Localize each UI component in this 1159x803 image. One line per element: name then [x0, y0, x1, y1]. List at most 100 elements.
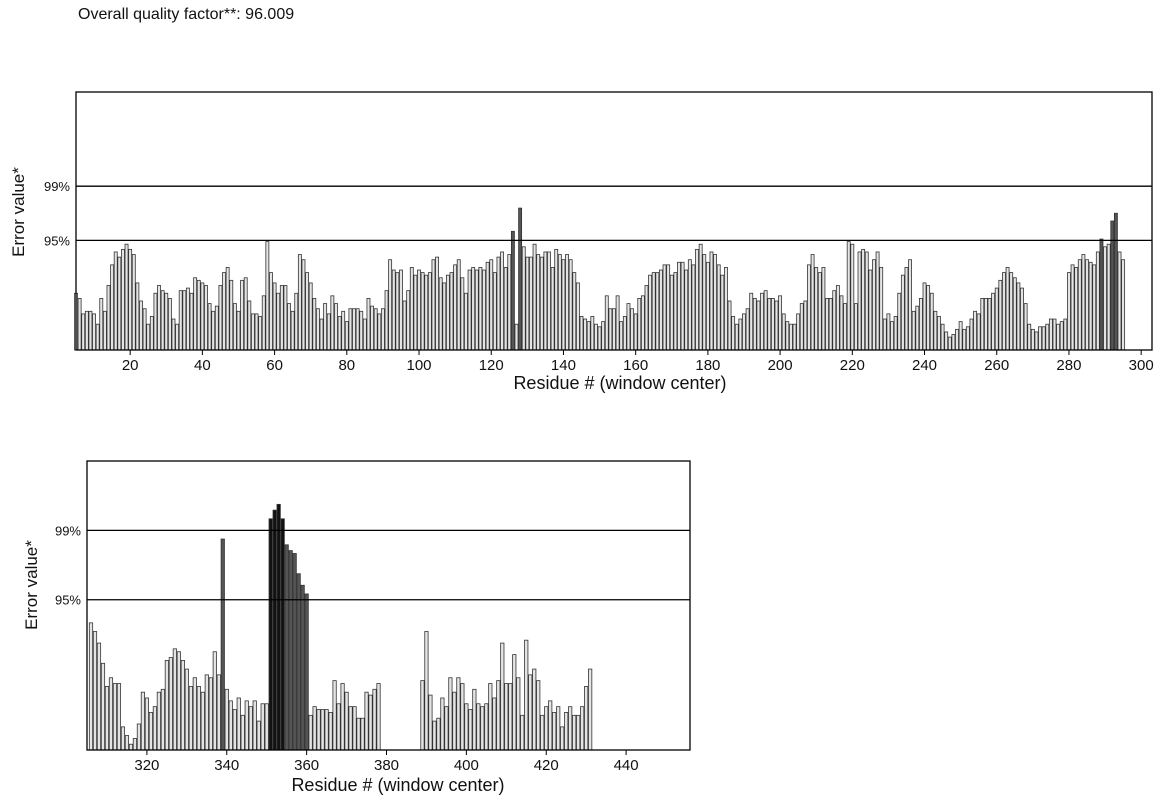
bar: [348, 706, 353, 751]
bar: [615, 295, 620, 351]
x-tick-label: 260: [984, 357, 1009, 374]
bar: [316, 709, 321, 751]
bar: [655, 272, 660, 351]
bar: [312, 706, 317, 751]
x-tick-label: 220: [840, 357, 865, 374]
bar: [272, 282, 277, 351]
bar: [290, 310, 295, 351]
bar: [687, 259, 692, 351]
bar: [188, 686, 193, 751]
bar: [251, 313, 255, 351]
error-chart-2: 95% 99% 320 340 360 380 400 420 440 Residue # (wi…: [22, 460, 691, 795]
bar: [622, 316, 627, 351]
bar: [204, 674, 209, 751]
bar: [1113, 212, 1118, 351]
bar: [586, 321, 591, 351]
bar: [987, 297, 992, 351]
bar: [189, 292, 194, 351]
bar: [216, 674, 221, 751]
bar: [148, 712, 153, 751]
bar: [301, 259, 306, 351]
bar: [1030, 328, 1035, 351]
bar: [171, 318, 176, 351]
bar: [326, 313, 331, 351]
bar: [868, 269, 873, 351]
bar: [940, 323, 945, 351]
threshold-label: 99%: [44, 179, 70, 194]
bar: [724, 267, 728, 351]
bar: [341, 310, 346, 351]
bar: [409, 267, 414, 351]
bar: [500, 251, 504, 351]
bar: [504, 683, 509, 751]
bar: [640, 295, 645, 351]
bar: [524, 639, 529, 751]
bar: [544, 706, 549, 751]
bar: [399, 269, 403, 351]
bar: [785, 321, 790, 351]
bar: [890, 321, 894, 351]
bar: [937, 316, 941, 351]
bar: [280, 518, 285, 751]
bar: [319, 318, 324, 351]
bar: [157, 285, 161, 351]
bar: [300, 584, 305, 751]
bar: [260, 703, 265, 751]
bar: [742, 313, 746, 351]
x-tick-label: 300: [1129, 357, 1154, 374]
bar: [857, 251, 862, 351]
bar: [594, 323, 598, 351]
bar: [512, 654, 517, 751]
bar: [252, 700, 257, 751]
bar: [272, 509, 277, 751]
bar: [1095, 251, 1100, 351]
bar: [835, 285, 840, 351]
bar: [821, 267, 826, 351]
bar: [240, 714, 245, 751]
bar: [279, 285, 284, 351]
bar: [983, 297, 988, 351]
bar: [738, 318, 743, 351]
bar: [496, 256, 501, 351]
bar: [980, 297, 985, 351]
bar: [435, 256, 439, 351]
bar: [543, 251, 548, 351]
bar: [384, 290, 389, 351]
x-tick-label: 100: [407, 357, 432, 374]
bar: [897, 292, 902, 351]
bar: [1056, 323, 1061, 351]
bar: [364, 691, 369, 751]
bar: [256, 720, 261, 751]
x-tick-label: 400: [454, 757, 479, 774]
bar: [315, 308, 320, 351]
bar: [164, 660, 169, 751]
bar: [781, 313, 786, 351]
bar: [359, 310, 364, 351]
bar: [467, 269, 472, 351]
bar: [478, 267, 483, 351]
bar: [532, 243, 537, 351]
bar: [900, 274, 905, 351]
bar: [612, 308, 616, 351]
bar: [305, 272, 310, 351]
bar: [767, 297, 772, 351]
bar: [792, 323, 797, 351]
bar: [81, 313, 86, 351]
bar: [355, 308, 360, 351]
bar: [601, 321, 606, 351]
bar: [846, 241, 851, 351]
bar: [1038, 326, 1042, 351]
bar: [716, 264, 721, 351]
bar: [536, 680, 541, 751]
bar: [1023, 303, 1028, 351]
bar: [453, 264, 458, 351]
bar: [962, 328, 967, 351]
bar: [1020, 287, 1024, 351]
bar: [1002, 272, 1006, 351]
bar: [121, 248, 125, 351]
bar: [908, 259, 912, 351]
x-tick-label: 180: [695, 357, 720, 374]
x-tick-label: 420: [534, 757, 559, 774]
bar: [552, 712, 557, 751]
bar: [572, 272, 577, 351]
